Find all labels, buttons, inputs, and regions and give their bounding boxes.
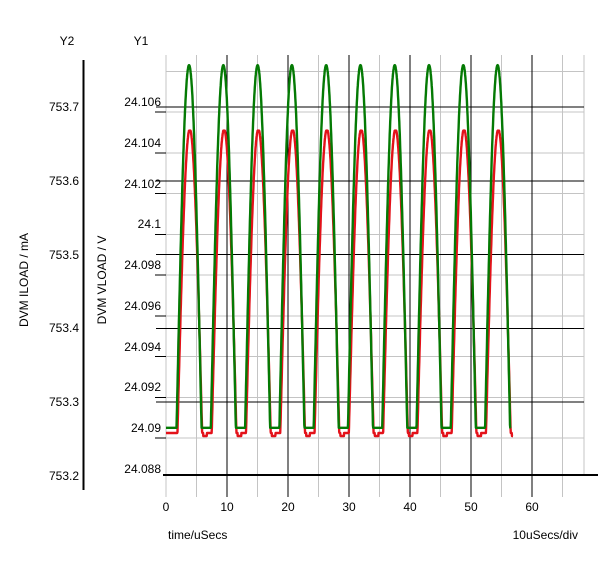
y2-tick-label: 753.5 [48,247,79,262]
y1-tick-label: 24.094 [124,339,161,354]
y2-tick-label: 753.7 [48,100,79,114]
y1-tick-label: 24.092 [124,380,161,395]
x-tick-label: 60 [525,500,539,514]
y1-tick-label: 24.104 [124,135,161,150]
y2-tick-label: 753.6 [48,173,79,188]
y1-tick-label: 24.098 [124,258,161,272]
x-tick-label: 0 [162,500,170,514]
dvm-iload-trace [164,129,514,438]
x-axis-caption: time/uSecs [168,528,228,542]
y1-tick-label: 24.09 [130,421,161,435]
y1-tick-label: 24.1 [137,217,161,232]
y1-axis-title: Y1 [133,34,149,48]
y2-tick-label: 753.4 [48,321,79,336]
y1-tick-label: 24.096 [124,298,161,313]
y2-tick-label: 753.2 [48,468,79,483]
x-tick-label: 20 [281,500,295,514]
x-tick-label: 30 [342,500,356,514]
x-tick-label: 50 [464,500,478,514]
x-tick-label: 10 [220,500,234,514]
x-tick-label: 40 [403,500,417,514]
dvm-vload-trace [164,63,512,429]
y1-tick-label: 24.102 [124,176,161,191]
x-axis-div-caption: 10uSecs/div [512,528,578,542]
y1-tick-label: 24.088 [124,461,161,476]
y2-tick-label: 753.3 [48,395,79,409]
y1-tick-label: 24.106 [124,95,161,109]
y2-axis-title: Y2 [59,34,75,48]
